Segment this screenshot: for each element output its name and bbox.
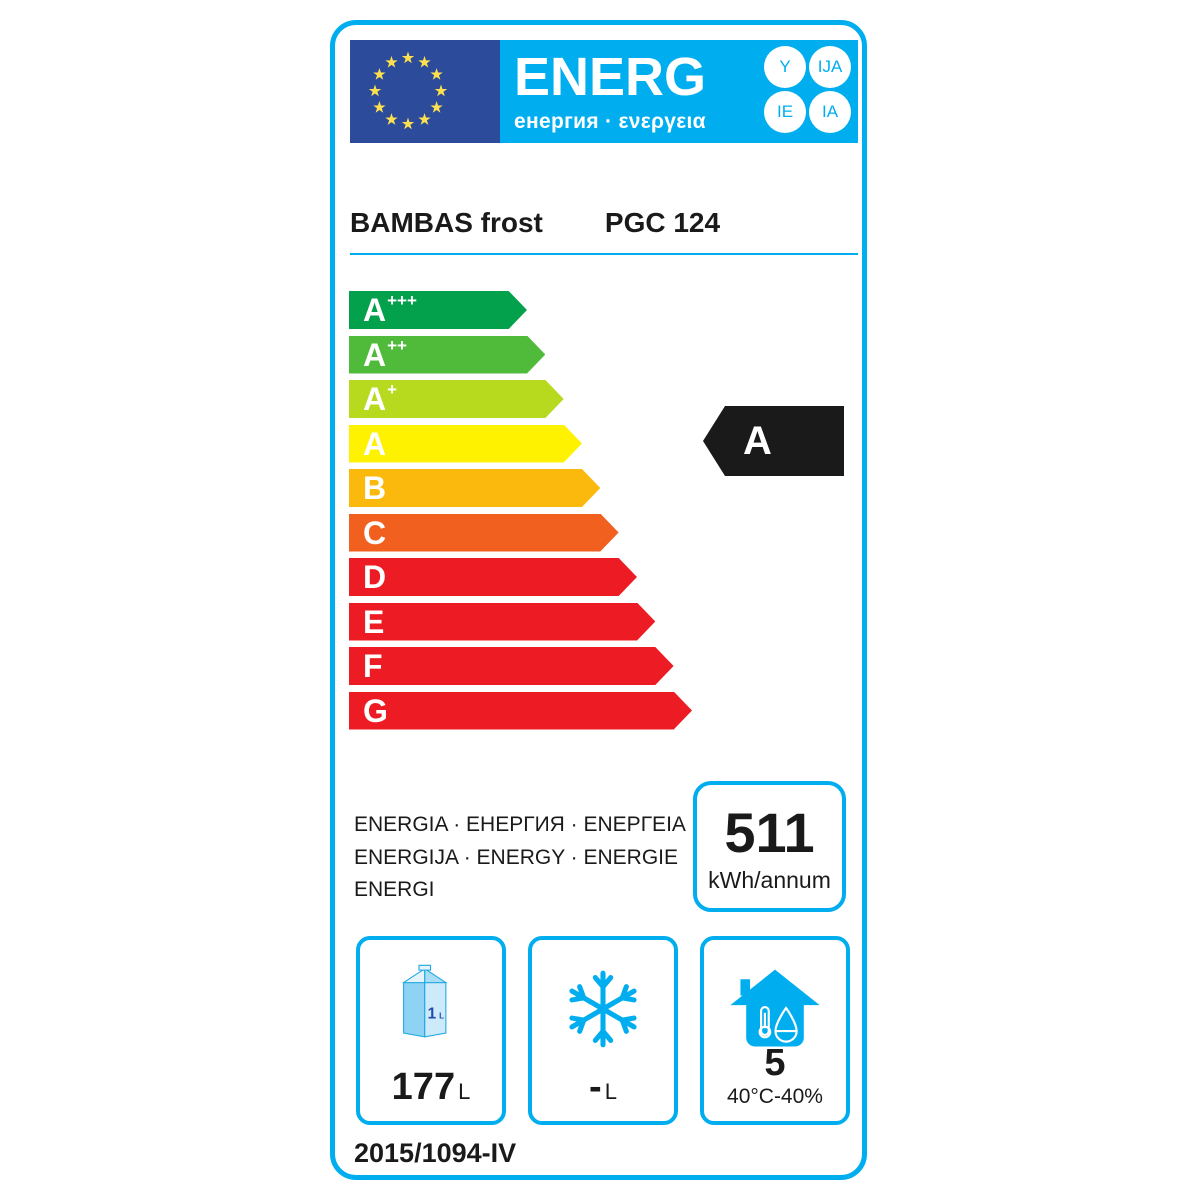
svg-text:L: L <box>439 1012 444 1021</box>
svg-text:1: 1 <box>428 1006 437 1023</box>
